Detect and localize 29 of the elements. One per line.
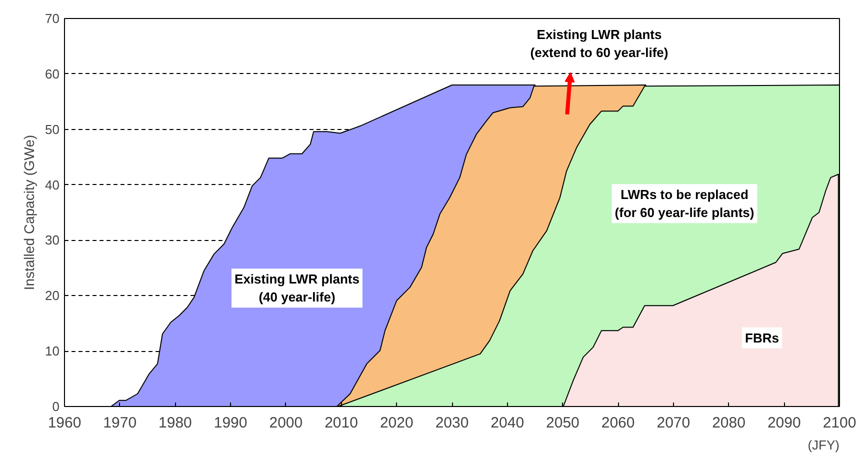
x-tick-label: 2100 bbox=[822, 414, 856, 432]
annotation: Existing LWR plants (40 year-life) bbox=[234, 272, 360, 305]
y-tick-label: 10 bbox=[45, 344, 60, 359]
x-tick-label: 1990 bbox=[214, 414, 248, 432]
x-tick-label: 2090 bbox=[767, 414, 801, 432]
x-tick-label: 2040 bbox=[490, 414, 524, 432]
x-axis-title: (JFY) bbox=[808, 438, 840, 452]
x-tick-label: 2050 bbox=[546, 414, 580, 432]
x-tick-label: 1970 bbox=[103, 414, 137, 432]
x-tick-label: 2080 bbox=[712, 414, 746, 432]
annotation: FBRs bbox=[745, 330, 779, 346]
x-tick-label: 2070 bbox=[656, 414, 690, 432]
y-tick-label: 50 bbox=[45, 122, 60, 137]
x-tick-label: 1980 bbox=[158, 414, 192, 432]
y-tick-label: 40 bbox=[45, 177, 60, 192]
x-tick-label: 2060 bbox=[601, 414, 635, 432]
y-tick-label: 0 bbox=[52, 399, 60, 414]
x-tick-label: 2020 bbox=[380, 414, 414, 432]
y-tick-label: 60 bbox=[45, 66, 60, 82]
y-tick-label: 30 bbox=[45, 232, 60, 248]
annotation: Existing LWR plants (extend to 60 year-life) bbox=[530, 27, 668, 60]
y-tick-label: 70 bbox=[45, 11, 60, 26]
x-tick-label: 2010 bbox=[324, 414, 358, 432]
annotation: LWRs to be replaced (for 60 year-life plants) bbox=[614, 187, 754, 220]
x-tick-label: 2000 bbox=[269, 414, 303, 432]
y-tick-label: 20 bbox=[45, 288, 60, 304]
x-tick-label: 2030 bbox=[435, 414, 469, 432]
x-tick-label: 1960 bbox=[48, 414, 82, 432]
y-axis-title: Installed Capacity (GWe) bbox=[21, 134, 38, 290]
